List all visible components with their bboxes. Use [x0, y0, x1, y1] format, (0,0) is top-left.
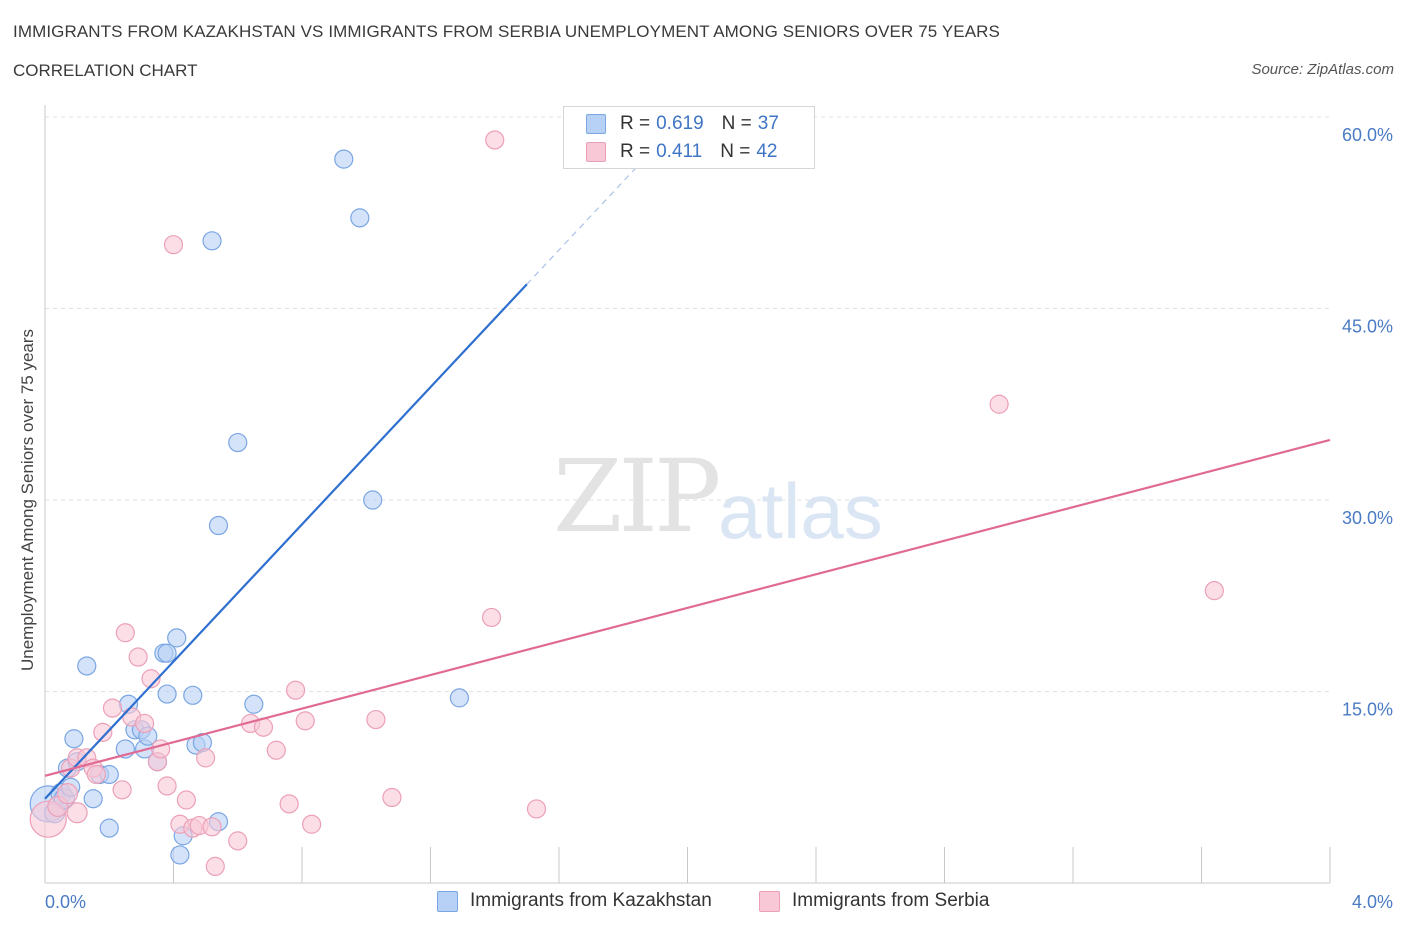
point-kazakhstan: [183, 685, 203, 705]
point-kazakhstan: [228, 432, 248, 453]
legend-swatch-kazakhstan: [586, 114, 606, 134]
point-serbia: [202, 817, 222, 837]
series-legend: Immigrants from Kazakhstan Immigrants fr…: [0, 890, 1406, 916]
point-serbia: [102, 698, 123, 718]
legend-n-label: N =: [721, 113, 752, 134]
point-serbia: [526, 799, 547, 819]
point-kazakhstan: [449, 688, 470, 708]
point-serbia: [485, 130, 505, 150]
legend-r-label: R =: [620, 113, 651, 134]
point-kazakhstan: [334, 149, 354, 169]
point-kazakhstan: [99, 818, 119, 838]
y-tick-label: 45.0%: [1342, 317, 1393, 337]
chart-subtitle: CORRELATION CHART: [13, 61, 198, 80]
point-kazakhstan: [363, 490, 383, 510]
watermark-zip: ZIP: [553, 438, 721, 555]
trend-line-serbia: [44, 438, 1331, 777]
x-tick-label: 0.0%: [45, 892, 86, 912]
point-serbia: [86, 764, 107, 785]
point-serbia: [366, 709, 386, 730]
point-serbia: [266, 740, 286, 760]
point-serbia: [176, 790, 196, 810]
watermark-atlas: atlas: [718, 467, 883, 555]
point-kazakhstan: [83, 789, 103, 809]
legend-row-kazakhstan: R = 0.619 N = 37: [586, 112, 779, 136]
legend-swatch-serbia: [586, 142, 606, 162]
chart-title: IMMIGRANTS FROM KAZAKHSTAN VS IMMIGRANTS…: [13, 22, 1000, 41]
point-serbia: [302, 814, 322, 834]
x-tick-label: 4.0%: [1352, 892, 1393, 912]
point-kazakhstan: [167, 628, 187, 648]
point-serbia: [295, 711, 315, 731]
point-kazakhstan: [202, 231, 222, 251]
point-kazakhstan: [244, 694, 264, 714]
series-swatch-serbia: [759, 890, 780, 912]
point-serbia: [205, 856, 225, 877]
point-serbia: [163, 235, 184, 255]
point-kazakhstan: [208, 515, 229, 536]
y-tick-label: 60.0%: [1342, 125, 1393, 145]
point-serbia: [134, 713, 155, 734]
legend-n-value: 37: [757, 113, 779, 134]
point-serbia: [112, 780, 132, 800]
point-serbia: [279, 794, 299, 814]
trend-extension-kazakhstan: [526, 163, 640, 285]
y-tick-label: 15.0%: [1342, 700, 1393, 720]
point-serbia: [196, 748, 216, 768]
series-legend-kazakhstan[interactable]: Immigrants from Kazakhstan: [437, 890, 712, 912]
point-kazakhstan: [157, 643, 177, 663]
point-kazakhstan: [157, 684, 177, 704]
point-serbia: [989, 394, 1009, 414]
point-kazakhstan: [77, 656, 97, 676]
point-kazakhstan: [170, 845, 190, 865]
legend-row-serbia: R = 0.411 N = 42: [586, 140, 778, 164]
point-serbia: [141, 669, 161, 689]
point-serbia: [285, 680, 306, 700]
correlation-legend: R = 0.619 N = 37 R = 0.411 N = 42: [563, 106, 815, 169]
point-serbia: [56, 783, 79, 805]
series-swatch-kazakhstan: [437, 890, 458, 912]
point-serbia: [128, 647, 148, 667]
y-tick-label: 30.0%: [1342, 508, 1393, 528]
series-label-kazakhstan: Immigrants from Kazakhstan: [470, 890, 712, 911]
point-serbia: [66, 802, 88, 824]
point-serbia: [151, 739, 171, 759]
y-axis-label: Unemployment Among Seniors over 75 years: [18, 329, 37, 671]
source-label: Source: ZipAtlas.com: [1251, 61, 1394, 78]
point-serbia: [382, 787, 402, 808]
point-serbia: [228, 831, 248, 851]
trend-line-kazakhstan: [44, 283, 528, 800]
point-kazakhstan: [350, 208, 370, 228]
series-legend-serbia[interactable]: Immigrants from Serbia: [759, 890, 989, 912]
legend-r-value: 0.411: [656, 141, 703, 162]
legend-r-value: 0.619: [656, 113, 704, 134]
legend-n-value: 42: [756, 141, 778, 162]
point-kazakhstan: [64, 729, 84, 749]
legend-n-label: N =: [720, 141, 751, 162]
legend-r-label: R =: [620, 141, 651, 162]
point-serbia: [157, 776, 177, 796]
series-label-serbia: Immigrants from Serbia: [792, 890, 990, 911]
point-serbia: [1204, 581, 1224, 601]
point-serbia: [481, 607, 502, 628]
point-serbia: [115, 623, 135, 643]
point-serbia: [93, 722, 113, 742]
